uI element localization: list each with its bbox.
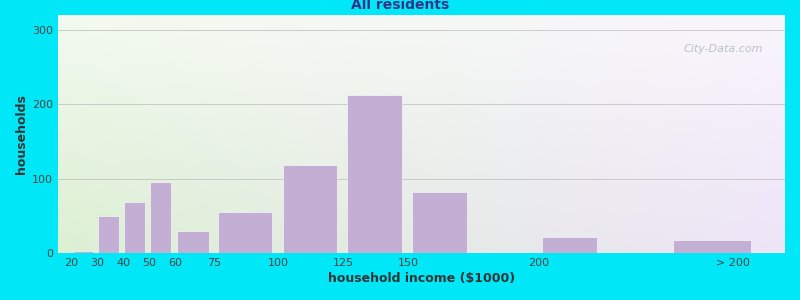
Bar bbox=[542, 237, 597, 253]
Bar bbox=[282, 165, 338, 253]
X-axis label: household income ($1000): household income ($1000) bbox=[328, 272, 515, 285]
Bar bbox=[218, 212, 273, 253]
Bar bbox=[177, 231, 209, 253]
Bar bbox=[125, 202, 145, 253]
Bar bbox=[412, 192, 467, 253]
Text: City-Data.com: City-Data.com bbox=[684, 44, 763, 54]
Bar bbox=[347, 94, 402, 253]
Bar bbox=[150, 182, 171, 253]
Y-axis label: households: households bbox=[15, 94, 28, 174]
Bar bbox=[73, 251, 93, 253]
Bar bbox=[674, 240, 751, 253]
Text: All residents: All residents bbox=[351, 0, 449, 12]
Bar bbox=[98, 216, 119, 253]
